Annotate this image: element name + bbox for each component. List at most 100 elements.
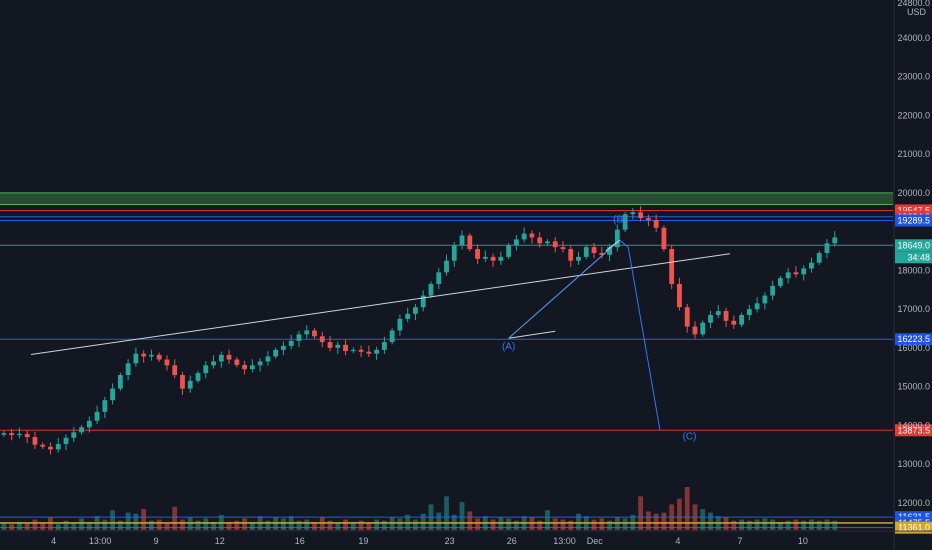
level-tag-label: 16223.5 [897,334,930,344]
candle-body [48,446,53,450]
candle-body [257,361,263,366]
volume-bar [793,519,799,530]
candle-body [513,239,519,246]
candle-body [537,237,543,244]
volume-bar [746,520,752,530]
candle-body [86,420,92,428]
level-tag [895,333,932,346]
candle-body [24,433,30,438]
candle-body [583,247,589,257]
time-axis: 4 13:00 9 12 16 19 23 26 13:00 Dec 4 7 10 [0,530,932,546]
candle-body [824,243,830,253]
candle-body [234,359,240,365]
volume-bar [568,520,574,530]
volume-bar [731,520,737,530]
candle-body [568,249,574,261]
volume-bar [32,519,38,530]
volume-bar [71,523,77,530]
currency-label: USD [907,7,927,17]
candle-body [545,241,550,244]
price-tick-label: 23000.0 [897,72,930,82]
candle-body [164,359,170,366]
volume-bar [661,512,667,530]
level-tag [895,214,932,227]
candle-body [319,336,325,343]
price-tick-label: 22000.0 [897,110,930,120]
volume-bar [358,520,364,530]
volume-bar [397,518,403,530]
volume-bar [762,518,768,530]
candle-body [366,351,372,354]
candle-body [498,256,504,261]
candle-body [482,256,488,259]
volume-bar [63,520,69,530]
candle-body [614,229,620,248]
volume-bar [86,521,92,530]
countdown-label: 34:48 [907,252,930,262]
volume-bar [327,520,333,530]
candle-body [459,235,465,246]
volume-bar [754,519,760,530]
time-tick-label: 13:00 [553,536,576,546]
volume-bar [24,523,30,530]
candle-body [156,354,162,360]
candle-body [312,330,317,337]
candle-body [700,322,706,335]
volume-bar [312,521,317,530]
wave-label: (B) [613,214,626,225]
volume-bar [420,513,426,530]
candle-body [110,388,116,401]
channel-top [605,239,620,252]
candle-body [832,237,838,244]
candle-body [816,252,822,263]
volume-bar [304,519,310,530]
price-tick-label: 18000.0 [897,265,930,275]
volume-bar [55,524,61,530]
candle-body [304,330,310,335]
candle-body [762,295,768,304]
candle-body [133,353,139,364]
candle-body [327,342,333,348]
volume-bar [537,520,543,530]
countdown-tag [895,251,932,264]
candle-body [723,311,729,321]
candle-body [653,220,659,228]
candle-body [715,311,721,315]
volume-bar [374,519,380,530]
candle-body [420,295,426,308]
candle-body [79,427,84,433]
candle-body [381,342,387,350]
volume-bar [234,520,240,530]
candle-body [444,260,449,273]
volume-bar [506,518,512,530]
candle-body [389,330,395,343]
volume-bar [684,486,690,530]
volume-bar [700,509,706,530]
volume-bar [79,518,84,530]
candle-body [9,433,15,436]
volume-bar [296,520,302,530]
level-tag-label: 19289.5 [897,215,930,225]
candle-body [343,344,348,351]
candle-body [249,365,255,370]
candle-body [1,433,7,435]
candle-body [692,326,698,335]
candle-body [32,437,38,445]
candle-body [708,314,713,323]
trendline [30,253,731,355]
volume-bar [242,518,248,530]
volume-bar [490,519,496,530]
volume-bar [622,518,628,530]
candle-body [273,349,279,357]
candle-body [739,314,744,325]
candle-body [467,235,473,250]
volume-bar [125,512,131,530]
candle-body [405,313,411,319]
volume-bar [102,519,108,530]
candle-body [55,443,61,450]
candle-body [335,344,341,348]
volume-bar [9,524,15,530]
volume-bar [545,510,550,530]
volume-bar [475,518,480,530]
